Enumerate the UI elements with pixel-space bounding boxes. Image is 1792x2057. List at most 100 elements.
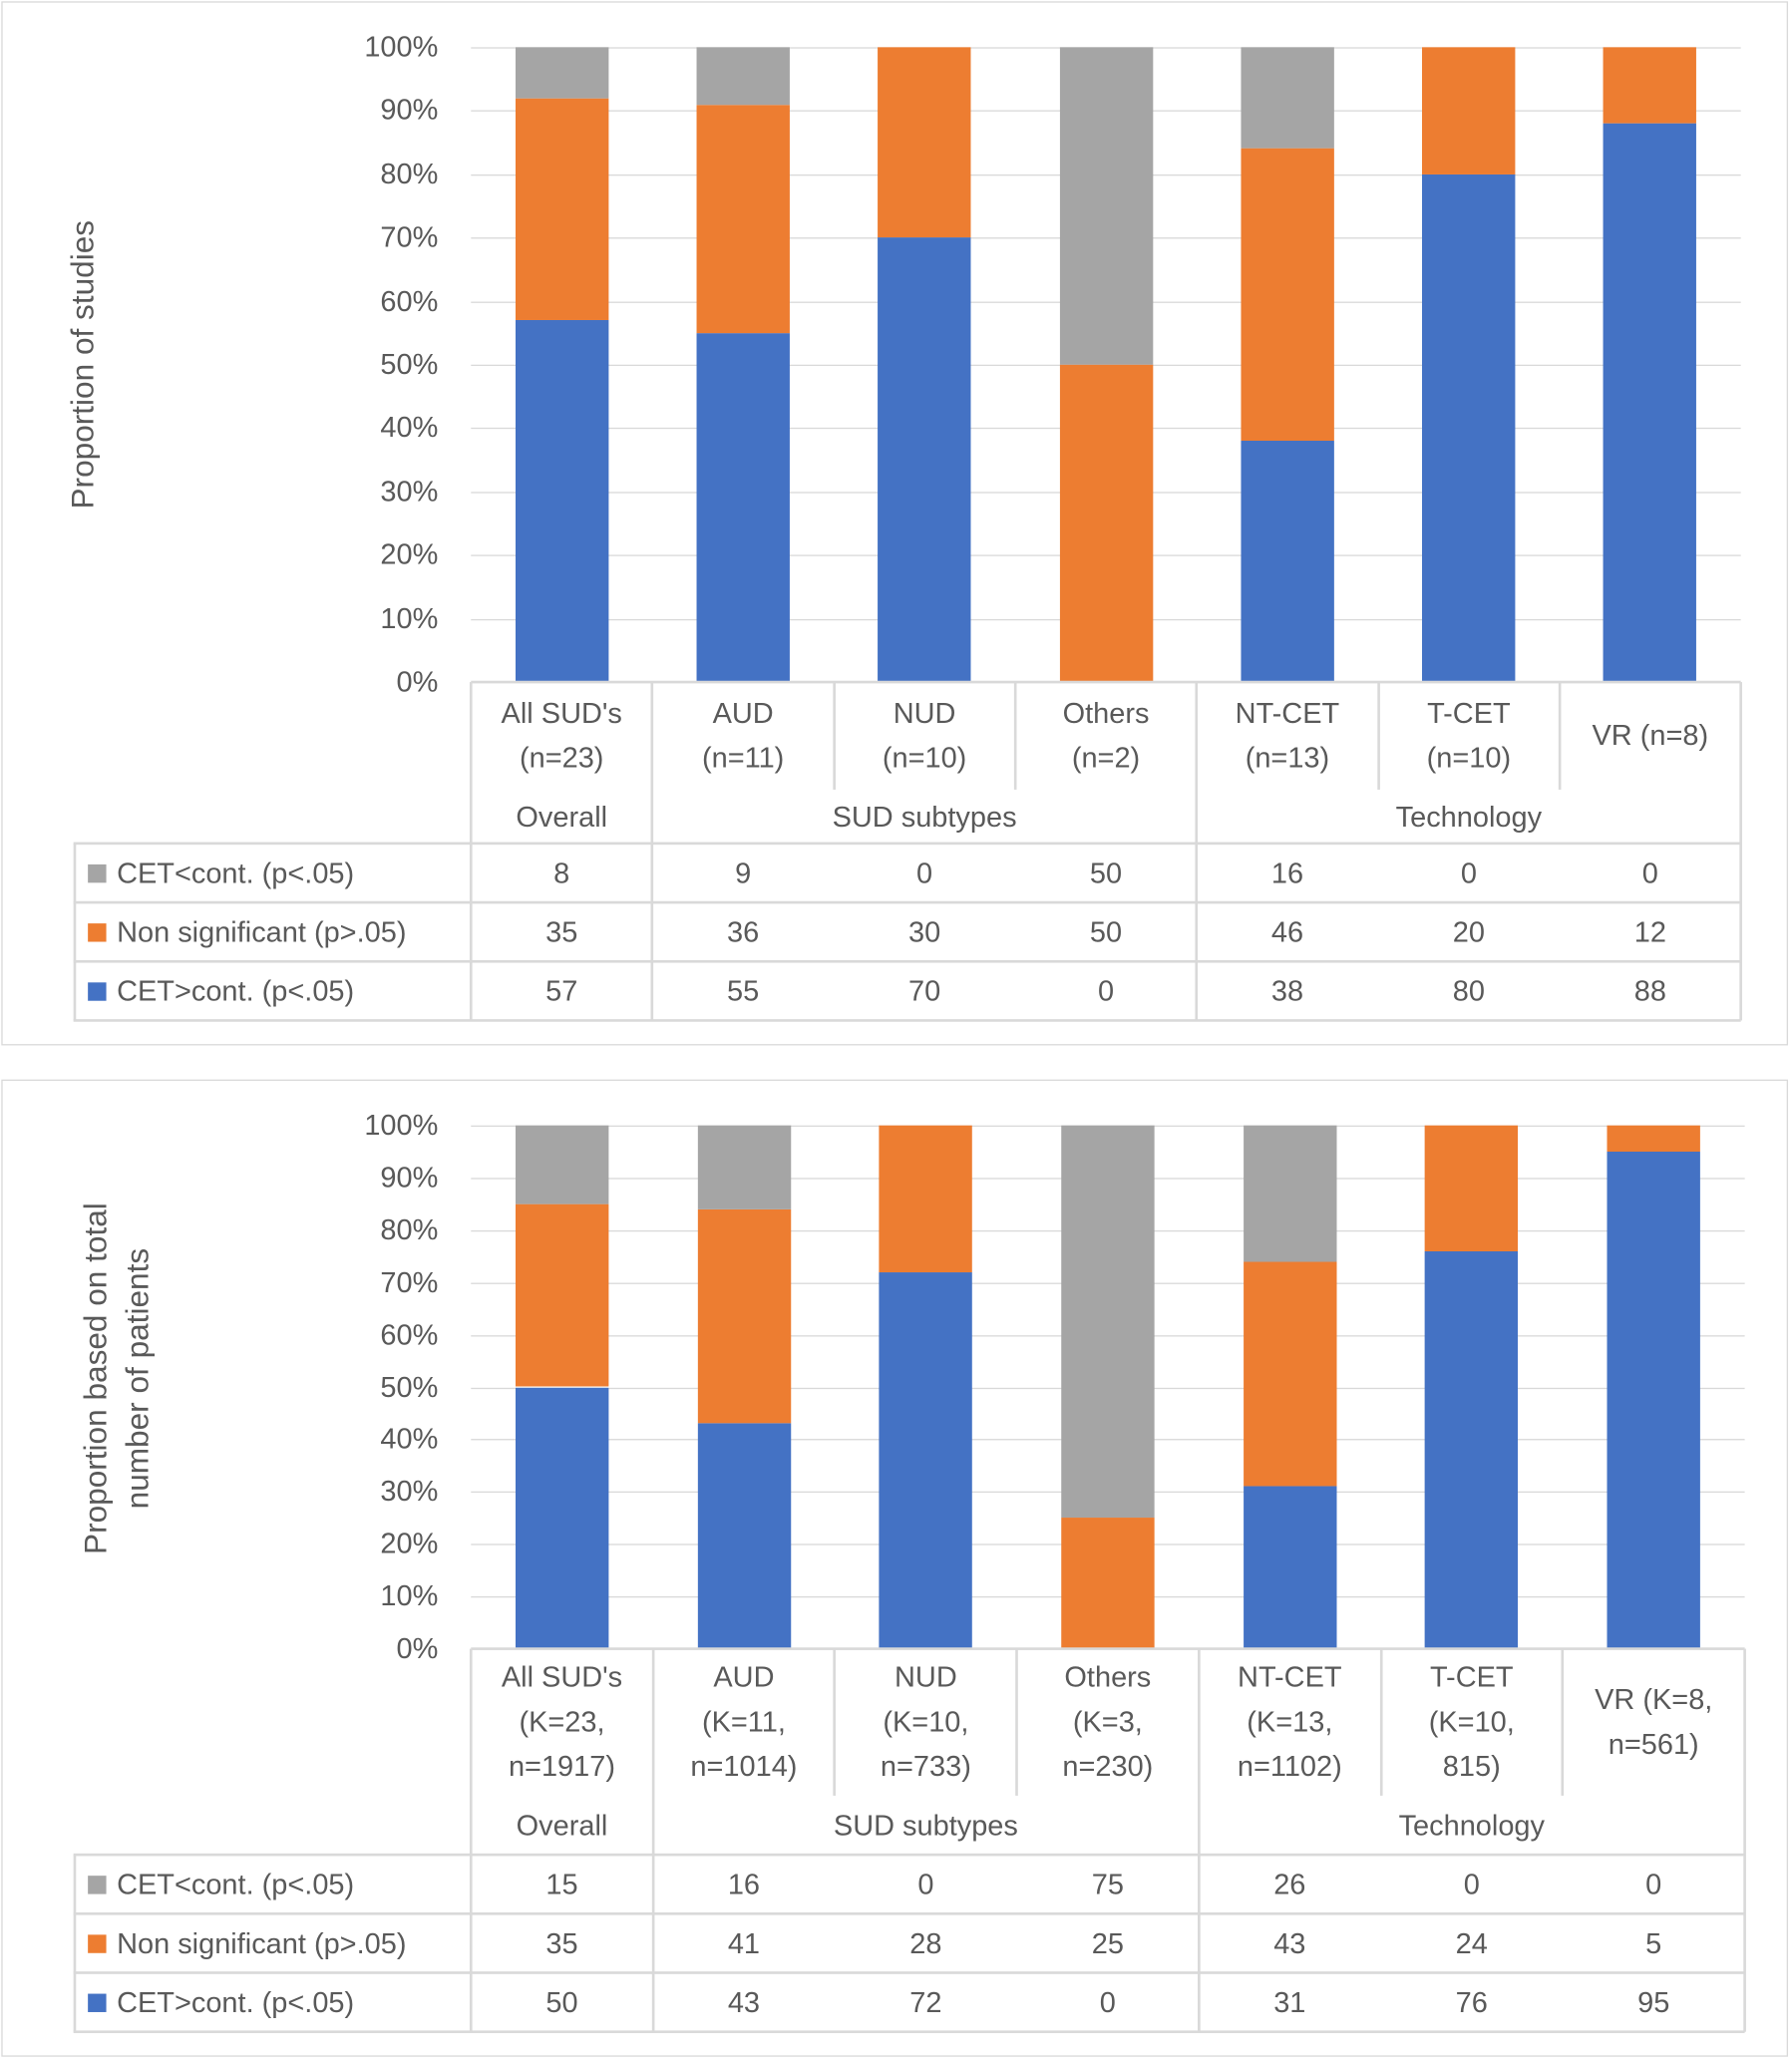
bar-segment-non-sig (696, 104, 790, 333)
data-table-value: 20 (1452, 914, 1486, 948)
legend-swatch-cet-less (88, 863, 107, 882)
y-tick-label: 40% (380, 411, 439, 445)
category-label-line: (n=2) (1071, 741, 1141, 775)
table-divider (832, 682, 836, 790)
table-divider (1558, 682, 1562, 790)
y-tick-label: 30% (380, 1475, 439, 1508)
legend-item: CET>cont. (p<.05) (75, 961, 471, 1020)
data-table-value: 0 (1097, 973, 1115, 1007)
category-label: NUD (n=10) (834, 682, 1015, 790)
category-label: AUD (n=11) (652, 682, 834, 790)
category-label-line: Others (1064, 1660, 1152, 1694)
data-table-value: 0 (916, 856, 933, 889)
bar-segment-cet-more (878, 237, 971, 683)
table-divider (1197, 1648, 1201, 2032)
category-label-line: n=1917) (508, 1749, 615, 1783)
y-axis-label-line: Proportion of studies (65, 219, 102, 510)
bar-segment-cet-more (696, 332, 790, 683)
y-tick-label: 20% (380, 537, 439, 571)
data-table-value: 0 (1460, 856, 1477, 889)
y-tick-label: 80% (380, 157, 439, 190)
axis-line (471, 680, 1741, 684)
category-label: NT-CET (n=13) (1197, 682, 1378, 790)
category-label-line: n=230) (1062, 1749, 1154, 1783)
bar-segment-cet-less (697, 1125, 791, 1209)
y-tick-label: 20% (380, 1527, 439, 1560)
y-tick-label: 80% (380, 1212, 439, 1246)
bar-segment-non-sig (1241, 149, 1334, 442)
category-label-line: All SUD's (501, 696, 622, 730)
category-label-line: n=1102) (1237, 1749, 1342, 1783)
data-table-value: 70 (907, 973, 941, 1007)
group-label: Technology (1398, 1808, 1546, 1842)
data-table-value: 0 (1645, 1867, 1662, 1900)
data-table-value: 28 (909, 1925, 942, 1959)
y-tick-label: 60% (380, 283, 439, 317)
category-label-line: (K=3, (1072, 1705, 1143, 1739)
category-label-line: T-CET (1429, 1660, 1514, 1694)
group-label: Overall (516, 1808, 608, 1842)
table-divider (650, 682, 654, 1021)
data-table-value: 35 (545, 914, 578, 948)
data-table-value: 35 (545, 1925, 578, 1959)
legend-label: CET<cont. (p<.05) (117, 856, 355, 889)
table-divider (651, 1648, 655, 2032)
table-divider (1013, 682, 1017, 790)
axis-line (471, 1647, 1745, 1650)
bar-segment-non-sig (878, 47, 971, 238)
group-label: SUD subtypes (832, 799, 1017, 833)
category-label-line: (K=13, (1247, 1705, 1333, 1739)
y-tick-label: 90% (380, 93, 439, 127)
table-divider (1561, 1648, 1565, 1796)
y-tick-label: 10% (380, 1578, 439, 1612)
category-label-line: VR (n=8) (1592, 718, 1709, 752)
bar-segment-non-sig (1059, 364, 1153, 683)
category-label-line: (K=10, (1428, 1705, 1515, 1739)
y-tick-label: 100% (364, 1108, 439, 1142)
bar-segment-cet-less (515, 1125, 609, 1204)
data-table-value: 16 (727, 1867, 761, 1900)
y-tick-label: 50% (380, 347, 439, 381)
bar-segment-cet-less (515, 47, 608, 99)
category-label-line: AUD (713, 1660, 775, 1694)
category-label-line: VR (K=8, (1595, 1682, 1713, 1716)
table-divider (1743, 1648, 1746, 2032)
category-label-line: Others (1062, 696, 1150, 730)
data-table-value: 76 (1455, 1985, 1488, 2018)
y-tick-label: 100% (364, 30, 439, 64)
data-table-value: 50 (1089, 856, 1123, 889)
data-table-value: 24 (1455, 1925, 1488, 1959)
chart-studies-panel: Proportion of studies 0% 10% 20% 30% 40% 50% 60… (1, 1, 1789, 1046)
bar-segment-cet-less (696, 47, 790, 105)
y-axis-label: Proportion of studies (63, 220, 105, 510)
data-table-value: 26 (1273, 1867, 1306, 1900)
category-label-line: NT-CET (1238, 1660, 1342, 1694)
legend-swatch-cet-more (88, 1992, 107, 2012)
table-divider (1376, 682, 1380, 790)
bar-segment-non-sig (1061, 1518, 1155, 1649)
category-label-line: (n=11) (701, 741, 785, 775)
y-tick-label: 50% (380, 1370, 439, 1403)
y-tick-label: 30% (380, 474, 439, 508)
group-label: Overall (516, 799, 608, 833)
data-table-value: 36 (727, 914, 760, 948)
data-table-value: 95 (1637, 1985, 1670, 2018)
table-divider (73, 1911, 1745, 1915)
y-tick-label: 0% (396, 664, 439, 698)
legend-label: Non significant (p>.05) (117, 914, 407, 948)
category-label-line: (K=10, (883, 1705, 969, 1739)
bar-segment-non-sig (515, 98, 608, 321)
bar-segment-cet-less (1241, 47, 1334, 150)
y-tick-label: 0% (396, 1631, 439, 1665)
bar-segment-non-sig (1607, 1125, 1700, 1152)
table-divider (73, 843, 77, 1021)
category-label-line: n=1014) (690, 1749, 798, 1783)
data-table-value: 41 (727, 1925, 761, 1959)
data-table-value: 12 (1633, 914, 1666, 948)
bar-segment-non-sig (879, 1125, 973, 1272)
bar-segment-cet-more (697, 1423, 791, 1649)
table-divider (1015, 1648, 1018, 1796)
legend-item: CET<cont. (p<.05) (75, 844, 471, 902)
data-table-value: 55 (727, 973, 760, 1007)
